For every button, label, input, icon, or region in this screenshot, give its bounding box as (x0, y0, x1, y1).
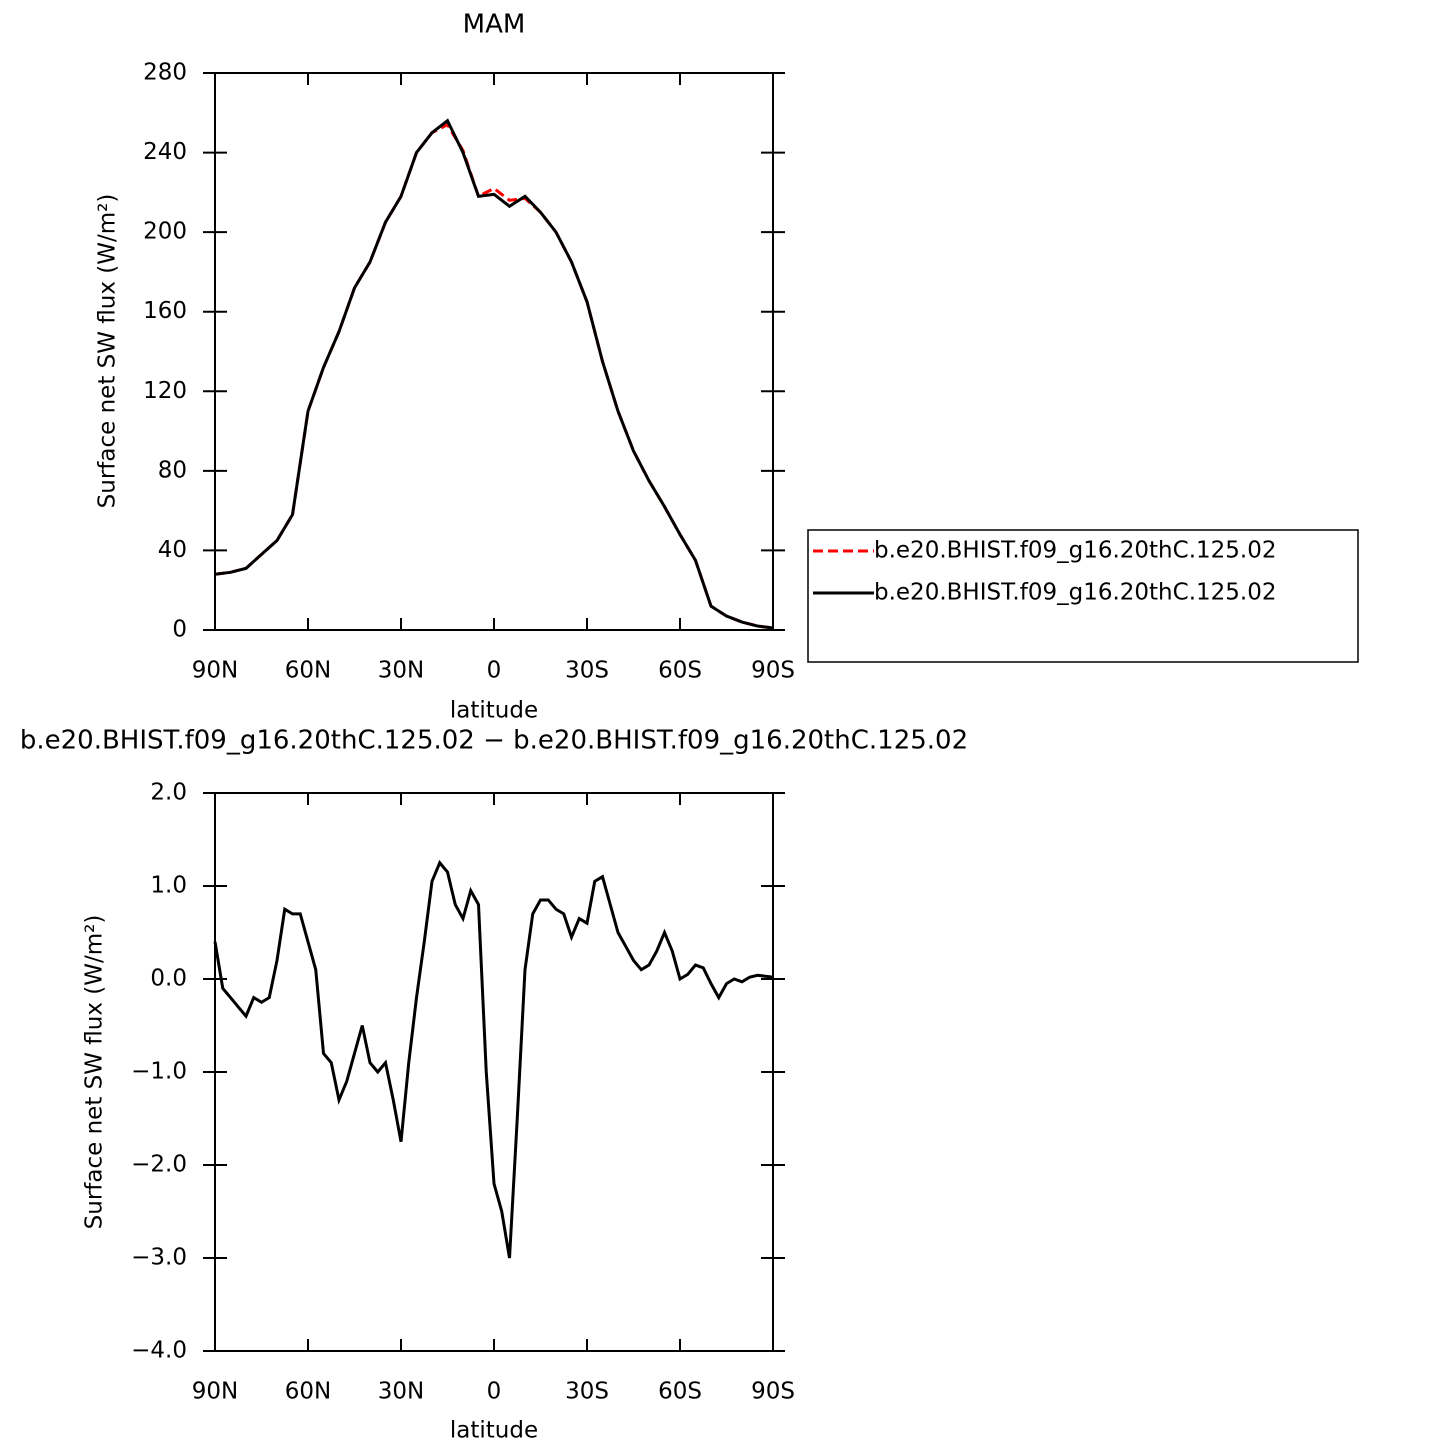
y-tick-label: 280 (143, 60, 187, 86)
y-tick-label: −3.0 (131, 1245, 187, 1271)
legend-label: b.e20.BHIST.f09_g16.20thC.125.02 (874, 538, 1276, 564)
x-tick-label: 90S (751, 1379, 795, 1405)
y-tick-label: 40 (158, 537, 187, 563)
x-tick-label: 0 (487, 658, 502, 684)
x-tick-label: 30N (378, 658, 424, 684)
plot-frame (214, 792, 774, 1352)
x-axis-label: latitude (450, 698, 538, 724)
y-tick-label: 200 (143, 219, 187, 245)
y-tick-label: 160 (143, 298, 187, 324)
y-axis-label: Surface net SW flux (W/m²) (82, 915, 108, 1230)
legend-box (807, 529, 1359, 663)
x-tick-label: 0 (487, 1379, 502, 1405)
y-axis-label: Surface net SW flux (W/m²) (95, 194, 121, 509)
y-tick-label: 0 (172, 617, 187, 643)
y-tick-label: 0.0 (150, 966, 187, 992)
x-axis-label: latitude (450, 1418, 538, 1444)
x-tick-label: 60S (658, 658, 702, 684)
data-line (213, 859, 774, 1259)
y-tick-label: 2.0 (150, 780, 187, 806)
x-tick-label: 60N (285, 658, 331, 684)
x-tick-label: 60S (658, 1379, 702, 1405)
y-tick-label: −2.0 (131, 1152, 187, 1178)
data-line (214, 118, 774, 630)
y-tick-label: 1.0 (150, 873, 187, 899)
chart-title: b.e20.BHIST.f09_g16.20thC.125.02 − b.e20… (20, 726, 968, 756)
x-tick-label: 90N (192, 1379, 238, 1405)
y-tick-label: −4.0 (131, 1338, 187, 1364)
x-tick-label: 90S (751, 658, 795, 684)
x-tick-label: 90N (192, 658, 238, 684)
x-tick-label: 30S (565, 658, 609, 684)
legend-label: b.e20.BHIST.f09_g16.20thC.125.02 (874, 580, 1276, 606)
x-tick-label: 60N (285, 1379, 331, 1405)
y-tick-label: 240 (143, 139, 187, 165)
x-tick-label: 30N (378, 1379, 424, 1405)
y-tick-label: −1.0 (131, 1059, 187, 1085)
plot-frame (214, 72, 774, 631)
y-tick-label: 80 (158, 457, 187, 483)
x-tick-label: 30S (565, 1379, 609, 1405)
y-tick-label: 120 (143, 378, 187, 404)
chart-title: MAM (463, 10, 526, 40)
